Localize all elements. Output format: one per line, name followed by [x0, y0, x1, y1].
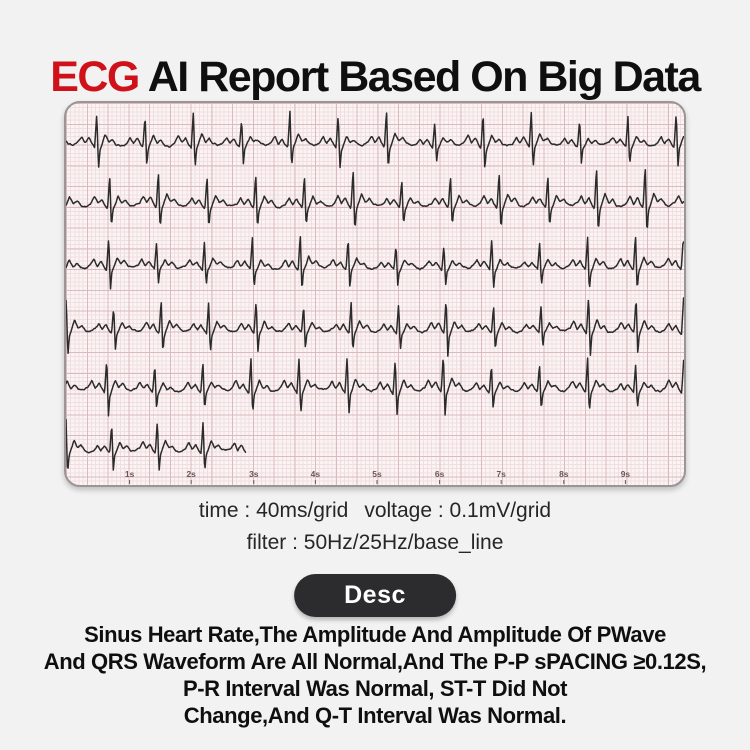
x-axis-tick-label: 8s [559, 469, 569, 479]
ecg-trace-sweep-2 [66, 168, 684, 228]
x-axis-tick-label: 1s [125, 469, 135, 479]
description-line: And QRS Waveform Are All Normal,And The … [43, 649, 707, 674]
voltage-scale-label: voltage : 0.1mV/grid [364, 499, 552, 522]
description-line: P-R Interval Was Normal, ST-T Did Not [182, 676, 568, 701]
description-line: Sinus Heart Rate,The Amplitude And Ampli… [84, 622, 666, 647]
filter-caption: filter : 50Hz/25Hz/base_line [0, 531, 750, 555]
ecg-trace-sweep-4 [66, 297, 684, 357]
ecg-trace-sweep-1 [66, 110, 684, 169]
page-title: ECG AI Report Based On Big Data [0, 53, 750, 102]
x-axis-tick-label: 4s [311, 469, 321, 479]
ecg-waveform-chart: 1s 2s 3s 4s 5s 6s 7s 8s 9s [66, 110, 684, 485]
filter-label: filter : 50Hz/25Hz/base_line [246, 531, 504, 554]
report-description: Sinus Heart Rate,The Amplitude And Ampli… [8, 621, 742, 729]
x-axis-tick-label: 9s [621, 469, 631, 479]
time-scale-label: time : 40ms/grid [198, 499, 349, 522]
ecg-trace-sweep-6 [66, 418, 247, 471]
x-axis-tick-label: 6s [435, 469, 445, 479]
ecg-trace-sweep-3 [66, 236, 684, 290]
x-axis-tick-label: 2s [187, 469, 197, 479]
ecg-trace-sweep-5 [66, 357, 684, 417]
x-axis-tick-label: 5s [372, 469, 382, 479]
ecg-chart-panel: 1s 2s 3s 4s 5s 6s 7s 8s 9s [64, 101, 686, 487]
desc-button[interactable]: Desc [294, 574, 456, 617]
title-highlight: ECG [50, 52, 140, 101]
scale-caption: time : 40ms/grid voltage : 0.1mV/grid [0, 499, 750, 523]
x-axis-tick-label: 3s [249, 469, 259, 479]
x-axis-tick-label: 7s [496, 469, 506, 479]
description-line: Change,And Q-T Interval Was Normal. [183, 703, 567, 728]
title-rest: AI Report Based On Big Data [138, 52, 702, 101]
